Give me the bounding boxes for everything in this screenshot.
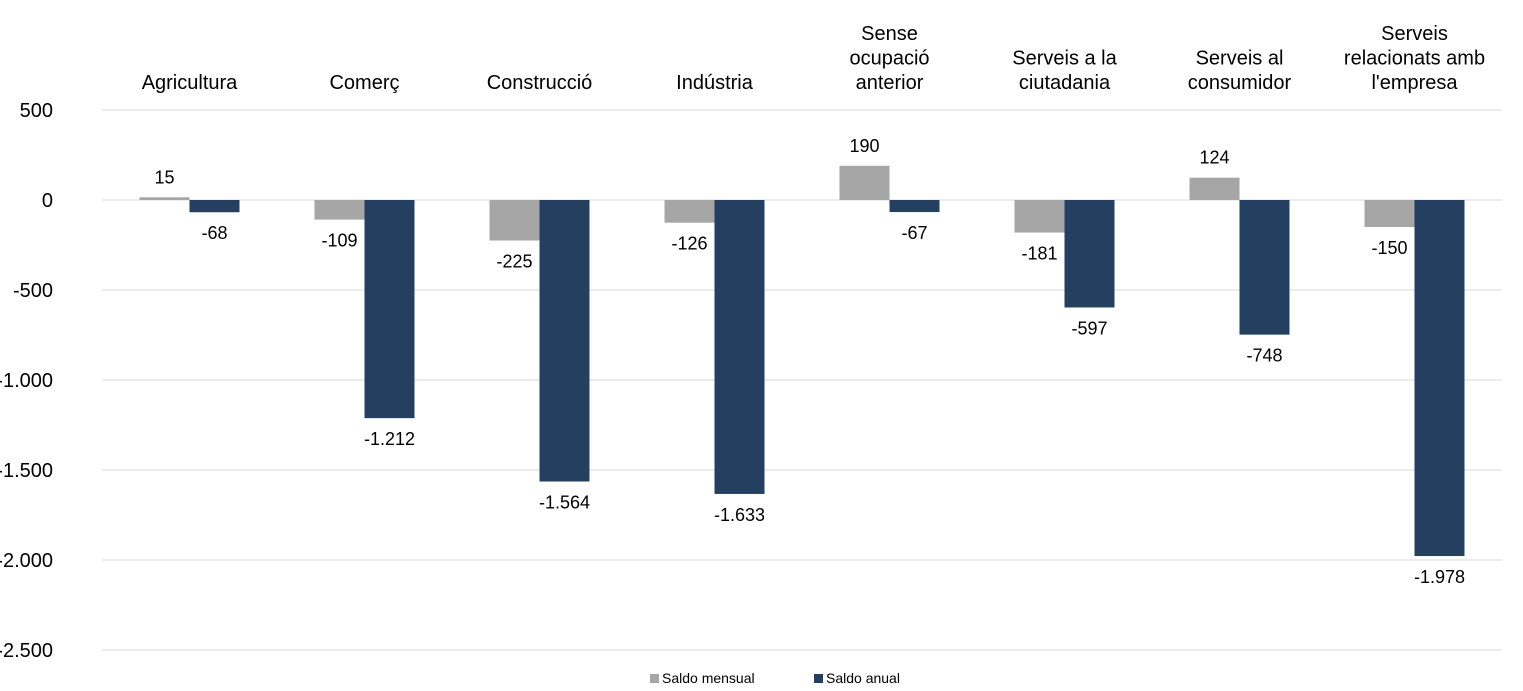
- category-labels: Agricultura Comerç Construcció Indústria Sen…: [142, 23, 1485, 94]
- y-tick-label: 0: [42, 190, 53, 212]
- category-label: Construcció: [487, 72, 593, 94]
- data-label: -1.212: [364, 429, 415, 449]
- y-tick-label: 500: [20, 100, 53, 122]
- category-label: Sense ocupació anterior: [849, 23, 929, 94]
- data-label: -225: [496, 252, 532, 272]
- bar-saldo-mensual: [314, 200, 365, 220]
- data-label: -748: [1246, 346, 1282, 366]
- category-label-line: Indústria: [676, 72, 754, 94]
- data-labels: 15 -109 -225 -126 190 -181 124 -150 -68 -1.212 -1.…: [154, 136, 1465, 587]
- data-label: -1.633: [714, 505, 765, 525]
- category-label-line: ciutadania: [1019, 72, 1111, 94]
- category-label-line: l'empresa: [1371, 72, 1458, 94]
- legend-swatch: [814, 674, 823, 683]
- data-label: 190: [849, 136, 879, 156]
- bar-saldo-mensual: [489, 200, 540, 241]
- y-tick-label: -1.500: [0, 460, 53, 482]
- category-label: Indústria: [676, 72, 754, 94]
- category-label: Serveis relacionats amb l'empresa: [1344, 23, 1485, 94]
- bar-saldo-anual: [1239, 200, 1290, 335]
- bar-saldo-mensual: [664, 200, 715, 223]
- legend: Saldo mensual Saldo anual: [650, 670, 900, 686]
- category-label-line: relacionats amb: [1344, 48, 1485, 70]
- bar-saldo-anual: [1414, 200, 1465, 557]
- category-label: Serveis a la ciutadania: [1012, 48, 1117, 95]
- y-tick-label: -1.000: [0, 370, 53, 392]
- data-label: -67: [901, 223, 927, 243]
- bar-saldo-anual: [189, 200, 240, 213]
- data-label: -597: [1071, 318, 1107, 338]
- category-label-line: ocupació: [849, 48, 929, 70]
- legend-swatch: [650, 674, 659, 683]
- bar-saldo-anual: [1064, 200, 1115, 308]
- y-tick-label: -2.000: [0, 550, 53, 572]
- data-label: -1.564: [539, 493, 590, 513]
- category-label: Serveis al consumidor: [1188, 48, 1292, 95]
- bar-saldo-anual: [889, 200, 940, 213]
- bar-saldo-anual: [714, 200, 765, 494]
- data-label: 15: [154, 167, 174, 187]
- bar-saldo-anual: [364, 200, 415, 419]
- data-label: -1.978: [1414, 567, 1465, 587]
- category-label-line: Serveis al: [1196, 48, 1284, 70]
- category-label-line: Serveis: [1381, 23, 1448, 45]
- bar-saldo-mensual: [1364, 200, 1415, 227]
- data-label: -126: [671, 234, 707, 254]
- data-label: -150: [1371, 238, 1407, 258]
- data-label: 124: [1199, 148, 1229, 168]
- y-axis-tick-labels: 500 0 -500 -1.000 -1.500 -2.000 -2.500: [0, 100, 53, 662]
- data-label: -68: [201, 223, 227, 243]
- gridlines: [102, 109, 1502, 651]
- category-label-line: consumidor: [1188, 72, 1292, 94]
- category-label-line: anterior: [856, 72, 924, 94]
- bar-saldo-mensual: [1189, 177, 1240, 200]
- legend-label: Saldo anual: [826, 670, 900, 686]
- bar-saldo-anual: [539, 200, 590, 482]
- legend-label: Saldo mensual: [662, 670, 755, 686]
- category-label-line: Agricultura: [142, 72, 238, 94]
- y-tick-label: -500: [13, 280, 53, 302]
- y-tick-label: -2.500: [0, 640, 53, 662]
- category-label-line: Serveis a la: [1012, 48, 1117, 70]
- category-label-line: Construcció: [487, 72, 593, 94]
- category-label: Agricultura: [142, 72, 238, 94]
- bar-saldo-mensual: [139, 197, 190, 200]
- category-label: Comerç: [329, 72, 399, 94]
- bar-saldo-mensual: [839, 165, 890, 200]
- data-label: -109: [321, 231, 357, 251]
- bars: [139, 165, 1465, 557]
- data-label: -181: [1021, 244, 1057, 264]
- category-label-line: Comerç: [329, 72, 399, 94]
- bar-saldo-mensual: [1014, 200, 1065, 233]
- category-label-line: Sense: [861, 23, 918, 45]
